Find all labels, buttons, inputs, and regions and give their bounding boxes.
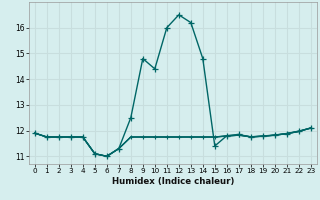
X-axis label: Humidex (Indice chaleur): Humidex (Indice chaleur) <box>112 177 234 186</box>
